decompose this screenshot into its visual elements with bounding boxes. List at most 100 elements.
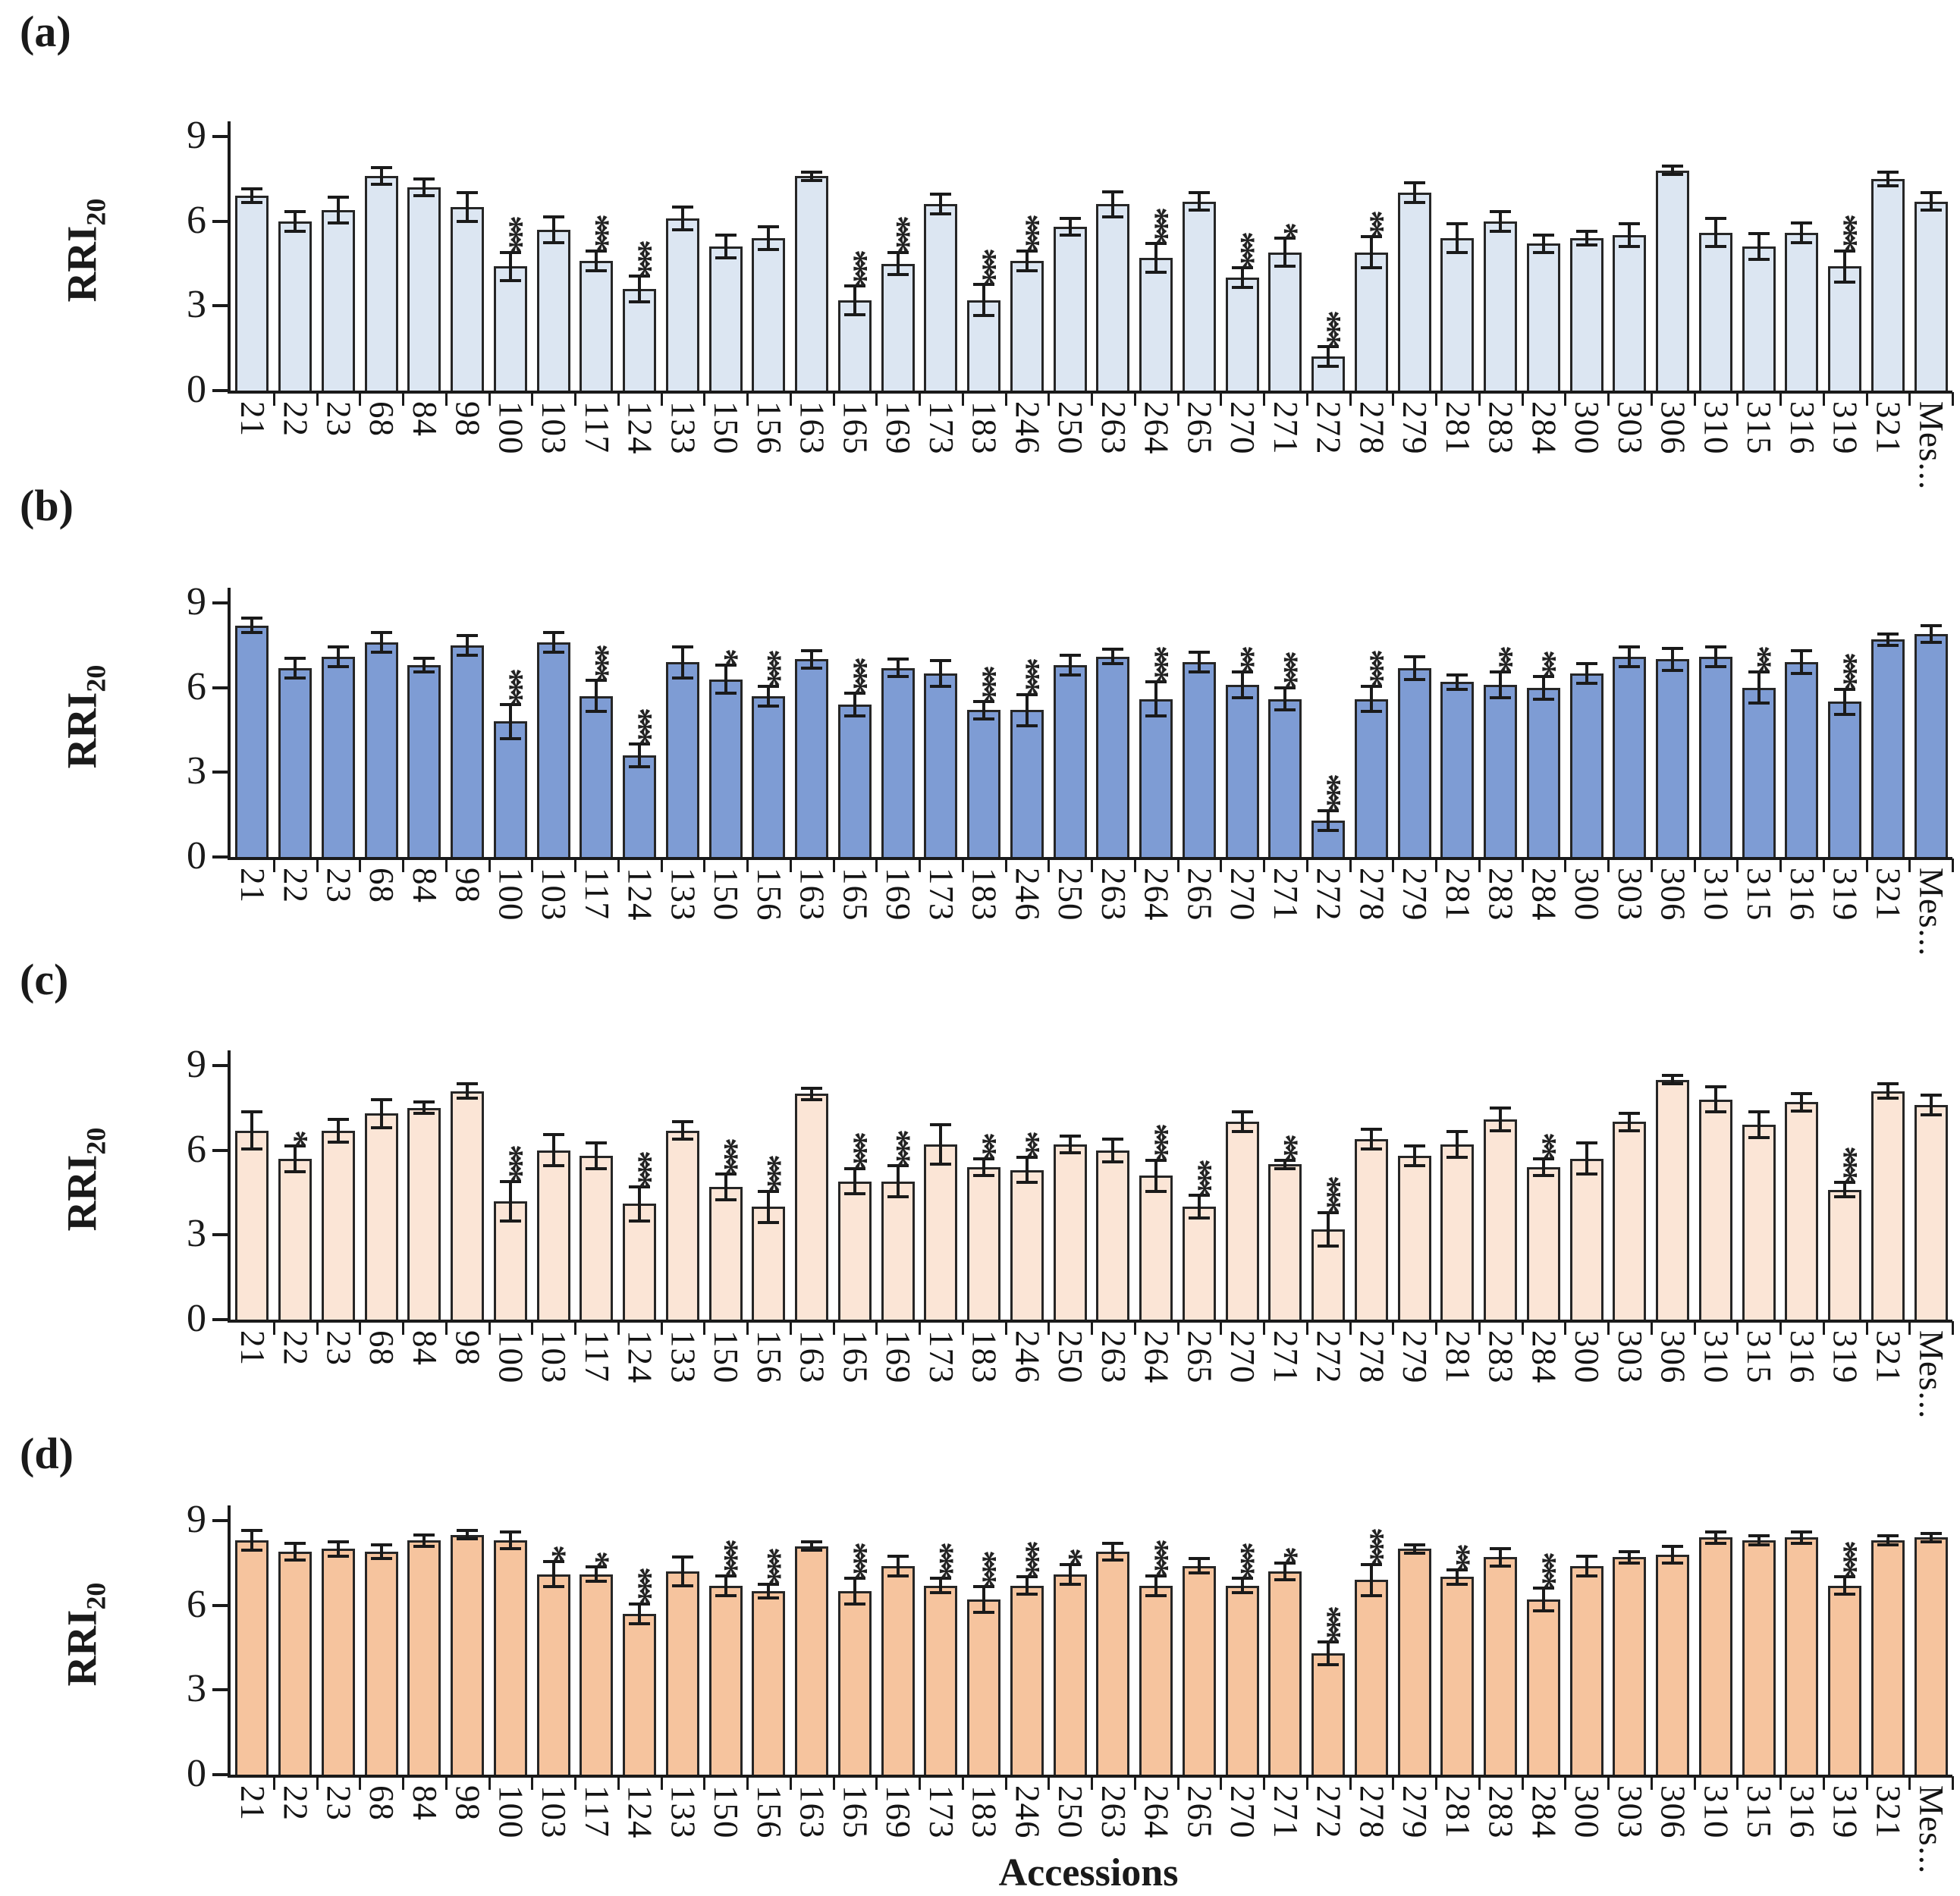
x-tick-mark <box>1564 392 1567 406</box>
bar-slot: *** 183 <box>963 137 1007 455</box>
bar <box>1569 1565 1603 1775</box>
x-tick-label: 279 <box>1396 1330 1434 1384</box>
bar <box>1268 698 1302 857</box>
x-tick-label: 316 <box>1783 868 1821 921</box>
error-bar-cap-top <box>1748 1110 1770 1114</box>
bar <box>837 1591 872 1775</box>
x-tick-label: 246 <box>1008 401 1047 455</box>
error-bar-cap-top <box>1446 1130 1468 1134</box>
bar-slot: ** 270 <box>1220 603 1265 921</box>
bar-slot: 68 <box>360 603 404 903</box>
error-bar-cap-bottom <box>284 1169 306 1173</box>
error-bar-line <box>1671 1546 1675 1563</box>
x-tick-label: 264 <box>1137 1330 1176 1384</box>
error-bar-cap-bottom <box>801 178 823 182</box>
x-tick-mark <box>1865 859 1868 872</box>
error-bar-cap-bottom <box>1704 664 1726 668</box>
error-bar-cap-bottom <box>499 736 521 740</box>
error-bar-cap-top <box>1834 249 1856 253</box>
x-tick-mark <box>1305 859 1308 872</box>
error-bar-line <box>1412 1146 1416 1166</box>
bar <box>1656 1554 1690 1775</box>
error-bar-line <box>982 284 986 316</box>
error-bar-cap-bottom <box>413 194 435 198</box>
bar <box>1440 1144 1475 1320</box>
error-bar-line <box>1111 1138 1115 1162</box>
error-bar-cap-bottom <box>1188 208 1210 212</box>
bar-slot: 265 <box>1178 603 1223 921</box>
significance-stars: *** <box>620 707 660 739</box>
error-bar-cap-bottom <box>1360 710 1382 714</box>
error-bar-line <box>638 276 642 302</box>
error-bar-cap-bottom <box>1748 1543 1770 1546</box>
significance-stars: *** <box>1007 658 1048 689</box>
bar-slot: *** 270 <box>1220 137 1265 455</box>
error-bar-line <box>1240 1112 1244 1132</box>
x-tick-label: 22 <box>276 1785 315 1821</box>
x-tick-mark <box>832 392 835 406</box>
bar <box>235 625 269 857</box>
bar-slot: 22 <box>274 1521 319 1821</box>
bar-slot: 303 <box>1608 1521 1653 1839</box>
panel-b: (b) RRI20 0 3 6 9 21 22 23 68 84 98 *** 100 103 *** 11… <box>0 474 1960 956</box>
error-bar-cap-bottom <box>1704 1541 1726 1545</box>
error-bar-cap-top <box>1619 1112 1641 1116</box>
bar <box>321 209 355 391</box>
error-bar-cap-top <box>843 1577 865 1581</box>
x-tick-mark <box>402 1776 404 1790</box>
bar <box>1526 1167 1560 1320</box>
y-tick-label: 6 <box>187 664 206 708</box>
error-bar-cap-bottom <box>1575 682 1597 686</box>
error-bar-cap-top <box>1059 1562 1081 1566</box>
error-bar-cap-bottom <box>1403 201 1425 205</box>
x-tick-label: 316 <box>1783 1330 1821 1384</box>
error-bar-cap-bottom <box>1834 1592 1856 1596</box>
x-tick-label: 23 <box>319 1330 358 1366</box>
error-bar-cap-bottom <box>1403 677 1425 681</box>
error-bar-cap-top <box>1877 1534 1899 1538</box>
error-bar-line <box>1154 1575 1158 1596</box>
error-bar-cap-bottom <box>1532 1174 1554 1178</box>
error-bar-line <box>939 661 943 686</box>
bar <box>451 1534 485 1775</box>
bar-slot: 23 <box>317 137 362 437</box>
x-tick-mark <box>1952 1321 1954 1335</box>
error-bar-cap-top <box>1145 1574 1167 1577</box>
y-tick-label: 6 <box>187 1582 206 1626</box>
x-tick-mark <box>1650 1321 1653 1335</box>
bar-slot: Mes... <box>1909 137 1954 490</box>
x-tick-label: 319 <box>1826 868 1864 921</box>
x-tick-mark <box>1822 392 1825 406</box>
x-tick-label: 165 <box>836 401 875 455</box>
error-bar-cap-bottom <box>1920 1540 1942 1543</box>
bar <box>1096 1150 1130 1320</box>
error-bar-cap-top <box>1834 687 1856 691</box>
error-bar-cap-top <box>1446 222 1468 226</box>
error-bar-cap-bottom <box>1490 1564 1512 1568</box>
bar-slot: 169 <box>876 1521 921 1839</box>
x-tick-mark <box>1349 1776 1352 1790</box>
error-bar-cap-top <box>370 1097 392 1101</box>
bar-slot: 163 <box>790 137 835 455</box>
bar <box>1440 1577 1475 1775</box>
error-bar-cap-bottom <box>1016 1592 1038 1596</box>
x-tick-mark <box>1048 1776 1051 1790</box>
x-tick-mark <box>402 1321 404 1335</box>
bar <box>1569 1158 1603 1320</box>
x-tick-mark <box>1650 859 1653 872</box>
error-bar-cap-bottom <box>1920 641 1942 645</box>
x-tick-mark <box>660 1776 663 1790</box>
error-bar-cap-bottom <box>1791 1109 1813 1113</box>
bar <box>1484 1119 1518 1320</box>
error-bar-cap-top <box>370 1543 392 1546</box>
x-tick-mark <box>531 1321 534 1335</box>
x-tick-mark <box>961 392 964 406</box>
error-bar-line <box>1499 672 1503 698</box>
error-bar-line <box>595 1143 598 1169</box>
x-tick-label: 103 <box>535 401 573 455</box>
x-tick-mark <box>1865 1321 1868 1335</box>
error-bar-cap-top <box>1403 1543 1425 1546</box>
bars: 21 * 22 23 68 84 98 *** 100 103 117 *** 124 133 *** 150… <box>231 1066 1954 1419</box>
bar <box>1225 1122 1259 1320</box>
bar <box>1397 1156 1431 1320</box>
